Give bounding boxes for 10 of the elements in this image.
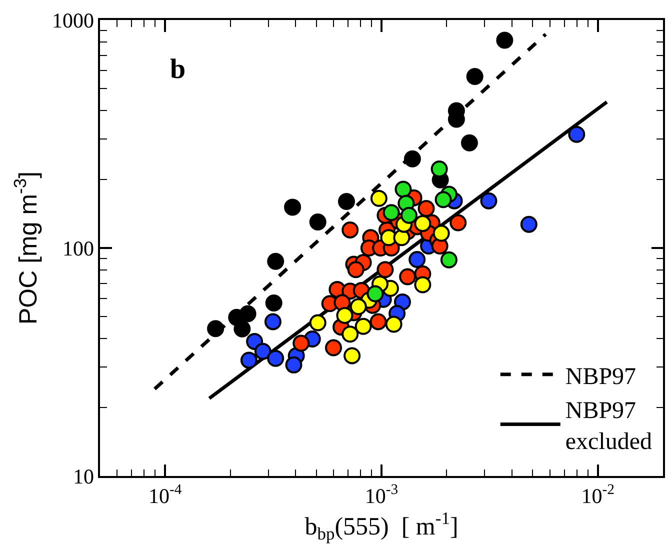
y-tick-label: 1000 <box>52 8 94 32</box>
y-tick-label: 10 <box>73 464 94 488</box>
x-tick-label: 10$^{-4}$ <box>148 482 182 508</box>
x-tick-label: 10$^{-2}$ <box>581 482 614 508</box>
y-tick-label: 100 <box>62 236 94 260</box>
x-axis-title: b$_{bp}$(555) [ m$^{-1}$] <box>304 508 458 544</box>
x-tick-label: 10$^{-3}$ <box>364 482 398 508</box>
legend-label: NBP97 excluded <box>565 398 652 456</box>
annotation: b <box>170 54 186 85</box>
legend-label: NBP97 <box>565 364 636 390</box>
